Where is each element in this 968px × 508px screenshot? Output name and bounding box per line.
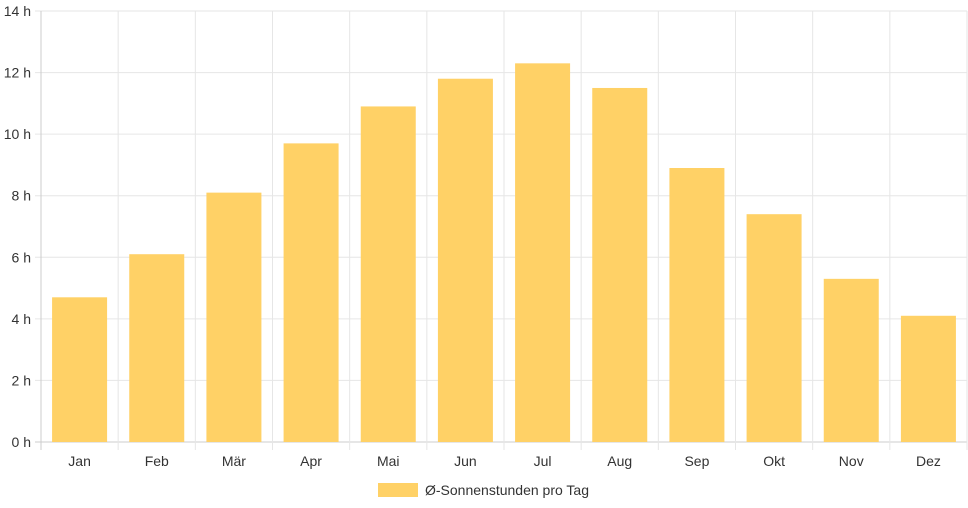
legend[interactable]: Ø-Sonnenstunden pro Tag xyxy=(378,482,589,498)
bars xyxy=(52,63,956,442)
x-tick-label: Apr xyxy=(300,453,322,469)
y-tick-label: 10 h xyxy=(4,126,31,142)
x-tick-label: Sep xyxy=(684,453,709,469)
bar-aug[interactable] xyxy=(592,87,648,442)
x-tick-label: Mai xyxy=(377,453,400,469)
bar-okt[interactable] xyxy=(746,214,802,442)
legend-label[interactable]: Ø-Sonnenstunden pro Tag xyxy=(425,482,589,498)
x-tick-label: Mär xyxy=(222,453,246,469)
x-tick-label: Okt xyxy=(763,453,785,469)
x-tick-label: Jul xyxy=(534,453,552,469)
bar-jul[interactable] xyxy=(515,63,571,442)
bar-jan[interactable] xyxy=(52,297,108,442)
y-tick-label: 0 h xyxy=(12,434,31,450)
x-tick-label: Dez xyxy=(916,453,941,469)
x-tick-label: Aug xyxy=(607,453,632,469)
y-tick-label: 12 h xyxy=(4,65,31,81)
x-tick-label: Feb xyxy=(145,453,169,469)
bar-sep[interactable] xyxy=(669,168,725,442)
x-axis-ticks: Jan Feb Mär Apr Mai Jun Jul Aug Sep Okt Nov Dez xyxy=(68,453,941,469)
legend-swatch[interactable] xyxy=(378,483,418,497)
y-tick-label: 4 h xyxy=(12,311,31,327)
bar-feb[interactable] xyxy=(129,254,185,442)
x-tick-label: Jan xyxy=(68,453,91,469)
bar-mär[interactable] xyxy=(206,192,262,442)
y-tick-label: 14 h xyxy=(4,3,31,19)
bar-mai[interactable] xyxy=(360,106,416,442)
y-tick-label: 6 h xyxy=(12,249,31,265)
y-tick-label: 2 h xyxy=(12,372,31,388)
x-tick-label: Jun xyxy=(454,453,477,469)
bar-apr[interactable] xyxy=(283,143,339,442)
y-tick-label: 8 h xyxy=(12,188,31,204)
bar-nov[interactable] xyxy=(823,278,879,442)
bar-dez[interactable] xyxy=(900,315,956,442)
bar-jun[interactable] xyxy=(437,78,493,442)
x-tick-label: Nov xyxy=(839,453,864,469)
grid-lines xyxy=(35,10,968,450)
y-axis-ticks: 0 h 2 h 4 h 6 h 8 h 10 h 12 h 14 h xyxy=(4,3,31,450)
